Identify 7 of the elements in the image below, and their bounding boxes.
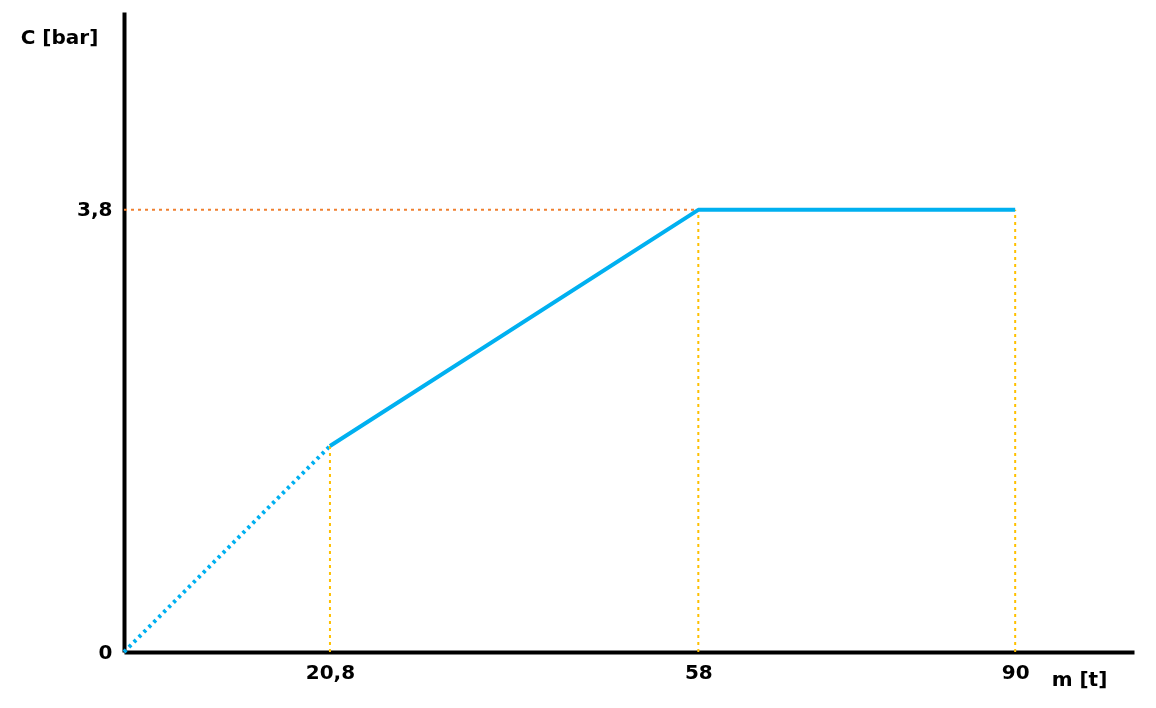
y-axis-title: C [bar] — [20, 24, 99, 49]
y-tick-label: 3,8 — [77, 197, 113, 222]
x-tick-label: 90 — [1001, 659, 1030, 684]
y-tick-label: 0 — [98, 639, 113, 664]
x-tick-label: 58 — [684, 659, 713, 684]
x-axis-title: m [t] — [1051, 666, 1108, 691]
x-tick-label: 20,8 — [305, 659, 356, 684]
